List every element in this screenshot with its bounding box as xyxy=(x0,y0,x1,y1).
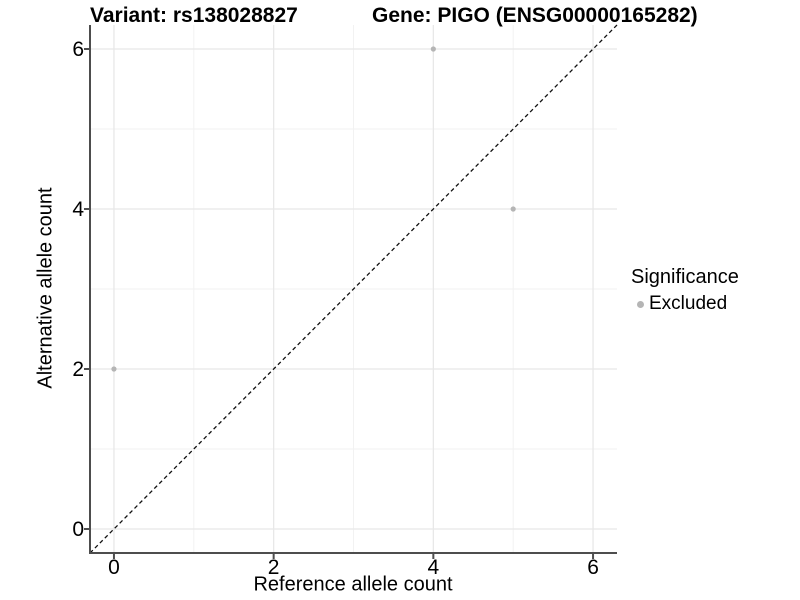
legend-item-excluded: Excluded xyxy=(631,293,739,315)
plot-title-gene: Gene: PIGO (ENSG00000165282) xyxy=(372,4,698,27)
legend-item-label: Excluded xyxy=(649,293,728,314)
y-tick-label: 0 xyxy=(72,518,84,541)
y-tick-label: 2 xyxy=(72,358,84,381)
legend: Significance Excluded xyxy=(631,266,739,315)
data-point xyxy=(111,366,117,372)
data-point xyxy=(430,46,436,52)
circle-icon xyxy=(637,300,644,308)
y-axis-title: Alternative allele count xyxy=(34,187,57,389)
legend-title: Significance xyxy=(631,266,739,288)
x-tick-label: 4 xyxy=(428,556,440,579)
x-tick-label: 2 xyxy=(268,556,280,579)
plot-title-variant: Variant: rs138028827 xyxy=(90,4,298,27)
x-tick-label: 0 xyxy=(108,556,120,579)
x-axis-title: Reference allele count xyxy=(253,573,453,596)
identity-dashed-line xyxy=(89,24,618,554)
data-point xyxy=(510,206,516,212)
x-tick-label: 6 xyxy=(587,556,599,579)
y-tick-label: 4 xyxy=(72,198,84,221)
y-tick-label: 6 xyxy=(72,38,84,61)
